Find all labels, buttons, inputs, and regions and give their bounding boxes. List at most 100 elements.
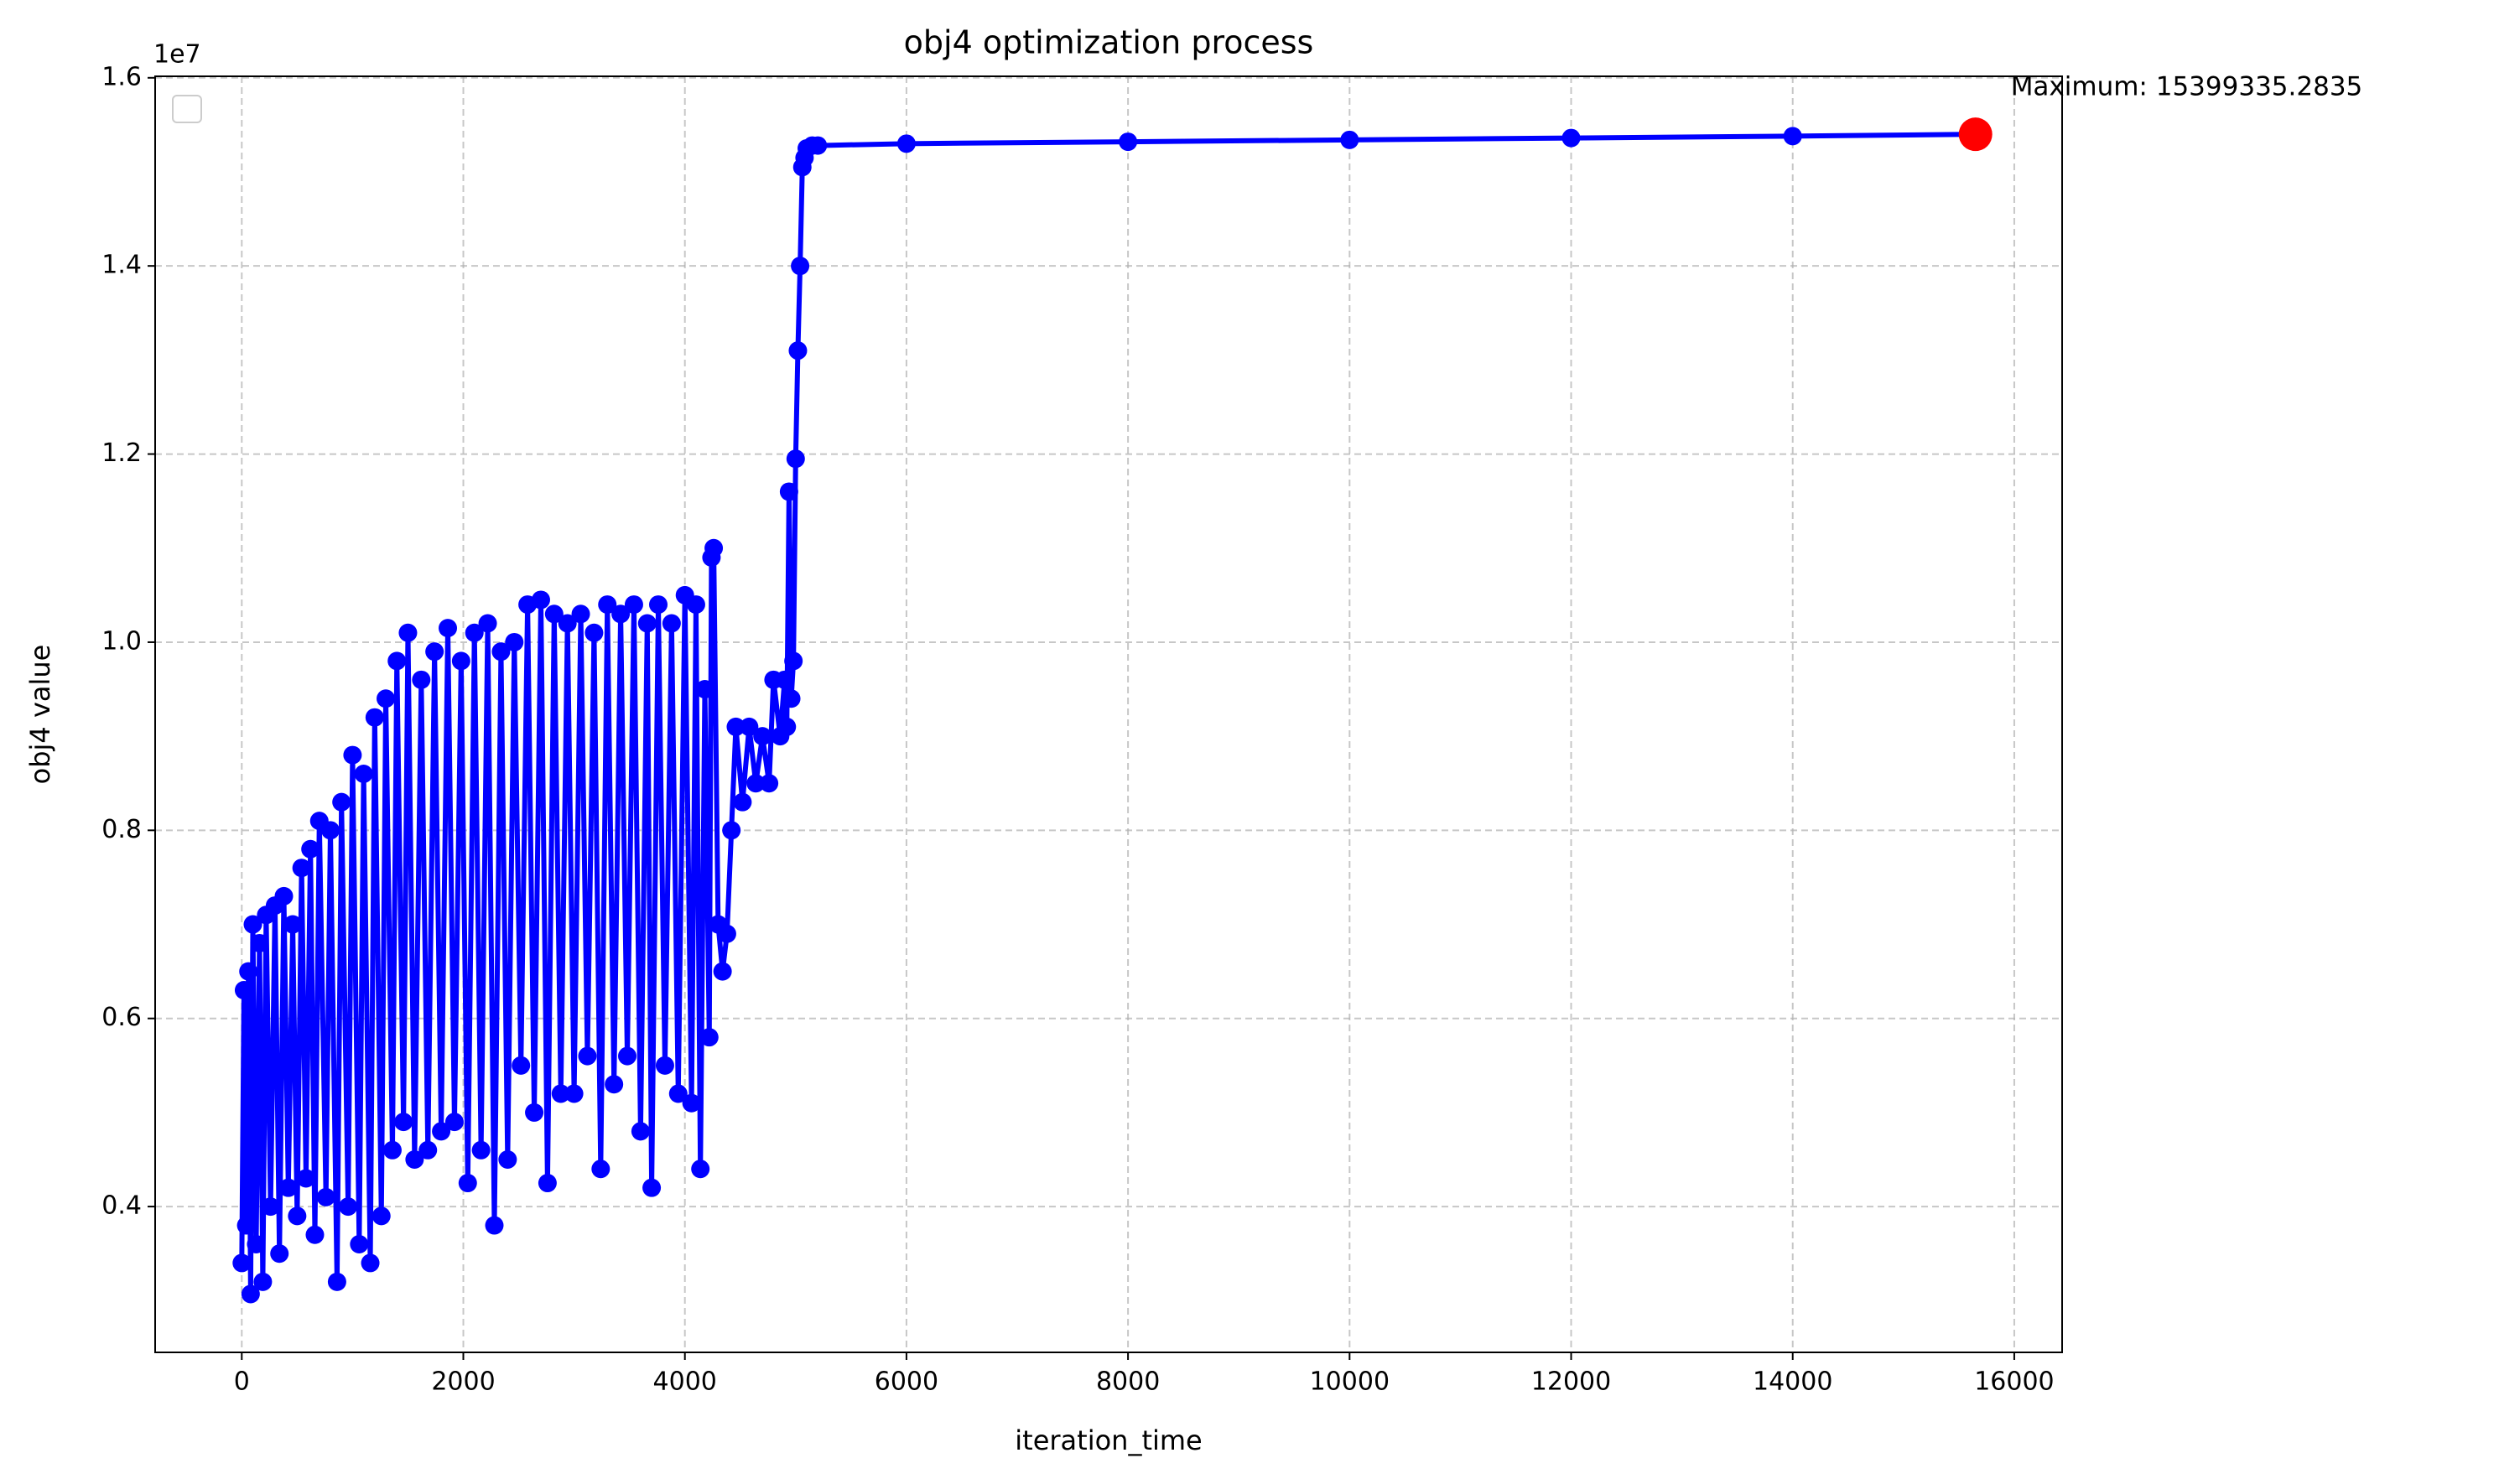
y-tick-label: 1.4 bbox=[101, 251, 142, 280]
data-point bbox=[682, 1093, 701, 1113]
data-point bbox=[558, 614, 577, 633]
data-point bbox=[726, 717, 746, 736]
data-point bbox=[525, 1103, 544, 1122]
data-point bbox=[491, 642, 511, 662]
data-point bbox=[292, 859, 311, 878]
x-tick-label: 4000 bbox=[653, 1367, 717, 1397]
data-point bbox=[691, 1160, 710, 1179]
data-point bbox=[642, 1178, 662, 1197]
data-point bbox=[544, 604, 564, 624]
data-point bbox=[451, 651, 470, 671]
data-point bbox=[782, 689, 801, 708]
x-tick-label: 16000 bbox=[1974, 1367, 2054, 1397]
data-point bbox=[432, 1122, 451, 1141]
data-point bbox=[382, 1140, 402, 1160]
data-point bbox=[733, 792, 752, 812]
data-point bbox=[704, 538, 724, 558]
data-point bbox=[387, 651, 407, 671]
data-point bbox=[283, 915, 303, 934]
data-point bbox=[591, 1160, 611, 1179]
data-point bbox=[699, 1028, 719, 1047]
data-point bbox=[637, 614, 657, 633]
data-point bbox=[394, 1113, 413, 1132]
data-point bbox=[746, 774, 766, 793]
data-point bbox=[1561, 128, 1581, 148]
data-point bbox=[808, 136, 828, 155]
data-point bbox=[270, 1244, 289, 1263]
data-point bbox=[377, 689, 396, 708]
data-point bbox=[234, 981, 253, 1000]
chart-title: obj4 optimization process bbox=[904, 24, 1314, 61]
data-point bbox=[1340, 130, 1359, 149]
data-point bbox=[288, 1206, 307, 1226]
data-point bbox=[695, 680, 714, 699]
data-point bbox=[243, 915, 262, 934]
y-tick-label: 1.0 bbox=[101, 626, 142, 656]
data-point bbox=[261, 1197, 280, 1217]
data-point bbox=[343, 745, 362, 765]
x-tick-label: 10000 bbox=[1310, 1367, 1390, 1397]
data-point bbox=[465, 623, 484, 642]
data-point bbox=[478, 614, 497, 633]
data-point bbox=[740, 717, 759, 736]
data-point bbox=[791, 257, 810, 276]
data-point bbox=[777, 717, 797, 736]
data-point bbox=[605, 1075, 624, 1094]
data-point bbox=[444, 1113, 464, 1132]
plot-frame bbox=[154, 75, 2063, 1353]
data-point bbox=[578, 1046, 597, 1066]
data-point bbox=[236, 1216, 256, 1235]
data-point bbox=[398, 623, 418, 642]
x-tick-label: 14000 bbox=[1753, 1367, 1832, 1397]
x-tick-label: 8000 bbox=[1096, 1367, 1160, 1397]
data-point bbox=[350, 1234, 369, 1253]
data-point bbox=[439, 619, 458, 638]
data-point bbox=[713, 962, 732, 981]
data-point bbox=[247, 1234, 266, 1253]
data-point bbox=[512, 1056, 531, 1075]
data-point bbox=[686, 595, 705, 615]
y-axis-label: obj4 value bbox=[24, 645, 56, 785]
x-tick-label: 2000 bbox=[431, 1367, 495, 1397]
data-point bbox=[551, 1084, 570, 1103]
data-point bbox=[498, 1150, 517, 1170]
data-point bbox=[618, 1046, 637, 1066]
data-point bbox=[631, 1122, 650, 1141]
data-point bbox=[425, 642, 444, 662]
data-point bbox=[365, 708, 384, 727]
data-point bbox=[232, 1253, 252, 1273]
data-point bbox=[458, 1174, 477, 1193]
data-point bbox=[332, 792, 351, 812]
data-point bbox=[624, 595, 643, 615]
data-point bbox=[361, 1253, 380, 1273]
data-point bbox=[316, 1187, 335, 1206]
data-point bbox=[305, 1225, 325, 1244]
data-point bbox=[405, 1150, 424, 1170]
series-line bbox=[239, 132, 1976, 1297]
data-point bbox=[585, 623, 604, 642]
data-point bbox=[320, 821, 340, 840]
data-point bbox=[896, 134, 916, 153]
data-point bbox=[784, 651, 803, 671]
y-tick-label: 1.2 bbox=[101, 438, 142, 468]
data-point bbox=[412, 670, 431, 689]
data-point bbox=[296, 1169, 315, 1188]
data-point bbox=[505, 632, 524, 651]
grid bbox=[155, 76, 2062, 1352]
data-point bbox=[327, 1272, 346, 1291]
x-axis-label: iteration_time bbox=[1015, 1424, 1202, 1456]
data-point bbox=[779, 482, 798, 501]
data-point bbox=[239, 962, 258, 981]
max-annotation: Maximum: 15399335.2835 bbox=[2011, 72, 2363, 102]
y-tick-label: 0.4 bbox=[101, 1191, 142, 1221]
data-point bbox=[753, 727, 772, 746]
data-point bbox=[788, 341, 808, 361]
data-point bbox=[717, 924, 736, 943]
data-point bbox=[564, 1084, 584, 1103]
max-point bbox=[1958, 117, 1993, 152]
data-point bbox=[241, 1284, 260, 1304]
data-point bbox=[418, 1140, 438, 1160]
data-point bbox=[662, 614, 681, 633]
data-point bbox=[611, 604, 631, 624]
